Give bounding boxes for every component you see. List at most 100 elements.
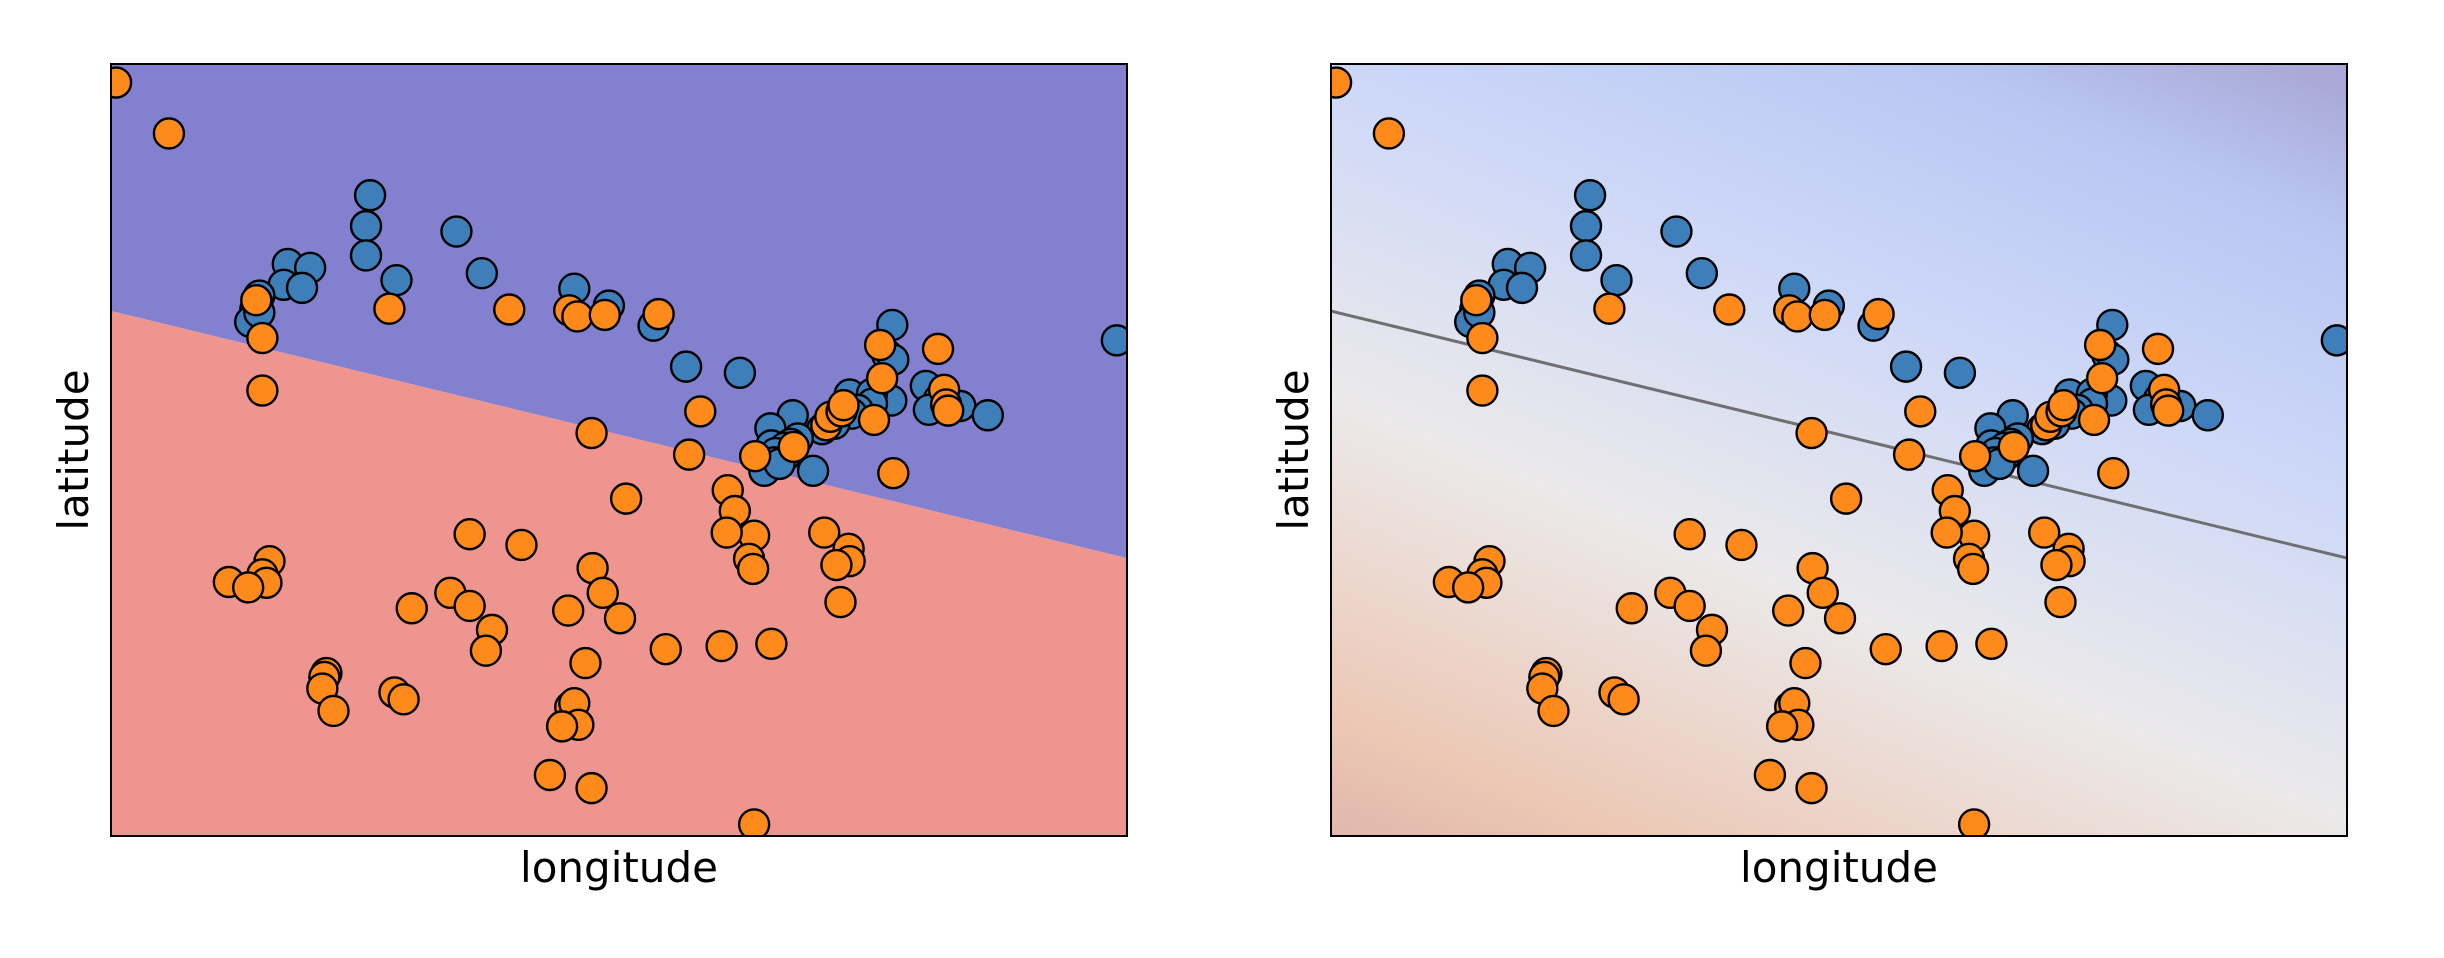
class-orange-point — [231, 571, 265, 604]
class-orange-point — [1904, 395, 1937, 428]
class-orange-point — [1466, 321, 1499, 355]
class-blue-point — [440, 215, 473, 248]
class-orange-point — [755, 627, 788, 660]
class-blue-point — [349, 239, 383, 272]
class-orange-point — [808, 516, 841, 549]
class-orange-point — [649, 632, 682, 666]
class-orange-point — [824, 585, 857, 619]
class-orange-point — [2097, 456, 2130, 490]
x-axis-label: longitude — [1740, 843, 1938, 892]
class-orange-point — [1771, 594, 1805, 627]
class-orange-point — [1673, 589, 1706, 623]
x-axis-label: longitude — [520, 843, 718, 892]
class-orange-point — [569, 646, 602, 680]
class-orange-point — [240, 284, 273, 317]
class-orange-point — [2141, 332, 2175, 366]
y-axis-label: latitude — [49, 369, 98, 530]
class-blue-point — [465, 257, 499, 290]
class-orange-point — [1829, 482, 1863, 515]
class-orange-point — [921, 332, 955, 366]
class-orange-point — [2077, 403, 2111, 437]
class-blue-point — [1100, 324, 1127, 357]
right-decision-function-panel: longitude latitude — [1269, 63, 2348, 892]
class-orange-point — [1781, 300, 1814, 333]
class-orange-point — [1607, 683, 1640, 716]
class-orange-point — [1869, 632, 1902, 666]
class-orange-point — [373, 292, 406, 325]
class-orange-point — [1753, 758, 1787, 792]
class-blue-point — [1889, 350, 1923, 383]
class-orange-point — [1789, 646, 1822, 680]
class-orange-point — [1451, 571, 1485, 604]
class-orange-point — [1460, 284, 1493, 317]
class-orange-point — [857, 403, 891, 437]
plot-frame — [1330, 63, 2348, 837]
class-blue-point — [2191, 399, 2225, 432]
class-orange-point — [1331, 66, 1353, 99]
class-orange-point — [561, 300, 594, 333]
class-orange-point — [820, 548, 853, 582]
class-orange-point — [863, 328, 897, 362]
class-orange-point — [1593, 292, 1626, 325]
decision-function-shading — [1331, 64, 2347, 836]
class-orange-point — [2028, 516, 2061, 549]
class-orange-point — [1958, 439, 1992, 473]
class-orange-point — [1997, 430, 2030, 464]
scatter-points — [1331, 66, 2347, 836]
class-orange-point — [1673, 517, 1706, 551]
class-orange-point — [672, 438, 706, 471]
class-orange-point — [642, 297, 675, 331]
class-blue-point — [1943, 356, 1977, 389]
class-orange-point — [1806, 576, 1839, 610]
class-orange-point — [1862, 297, 1895, 331]
class-blue-point — [1660, 215, 1693, 248]
lower-region — [111, 311, 1127, 836]
class-orange-point — [152, 117, 186, 150]
class-orange-point — [493, 293, 526, 326]
class-orange-point — [246, 374, 279, 407]
class-blue-point — [1569, 239, 1603, 272]
class-orange-point — [317, 694, 350, 728]
class-orange-point — [1466, 374, 1499, 407]
class-blue-point — [1505, 271, 1539, 305]
class-orange-point — [246, 321, 279, 355]
class-orange-point — [1713, 293, 1746, 326]
class-orange-point — [2047, 389, 2080, 422]
class-blue-point — [1685, 257, 1719, 290]
class-orange-point — [1765, 710, 1799, 743]
y-axis-label: latitude — [1269, 369, 1318, 530]
class-orange-point — [609, 482, 643, 515]
class-blue-point — [1569, 209, 1603, 243]
class-orange-point — [111, 66, 133, 99]
decision-boundary-line — [1331, 309, 2347, 560]
class-orange-point — [1795, 416, 1828, 450]
class-orange-point — [1925, 629, 1958, 663]
class-orange-point — [710, 516, 743, 549]
class-orange-point — [865, 362, 899, 395]
class-orange-point — [395, 592, 428, 625]
class-blue-point — [723, 356, 757, 389]
plot-frame — [110, 63, 1128, 837]
scatter-points — [111, 66, 1127, 836]
class-orange-point — [2044, 585, 2077, 619]
class-orange-point — [2151, 394, 2185, 427]
class-orange-point — [736, 552, 770, 586]
class-orange-point — [1892, 438, 1926, 471]
class-orange-point — [2085, 362, 2119, 395]
class-orange-point — [1725, 528, 1758, 562]
class-orange-point — [575, 416, 608, 450]
class-orange-point — [1615, 592, 1648, 625]
class-orange-point — [737, 808, 771, 836]
class-blue-point — [349, 209, 383, 243]
class-blue-point — [1573, 179, 1607, 212]
class-orange-point — [1957, 808, 1991, 836]
class-orange-point — [575, 771, 608, 805]
class-blue-point — [971, 399, 1005, 432]
class-orange-point — [1808, 298, 1841, 332]
left-decision-regions-panel: longitude latitude — [49, 63, 1128, 892]
class-blue-point — [1600, 263, 1633, 297]
class-orange-point — [533, 758, 567, 792]
class-blue-point — [2016, 454, 2050, 488]
class-orange-point — [1795, 771, 1828, 805]
